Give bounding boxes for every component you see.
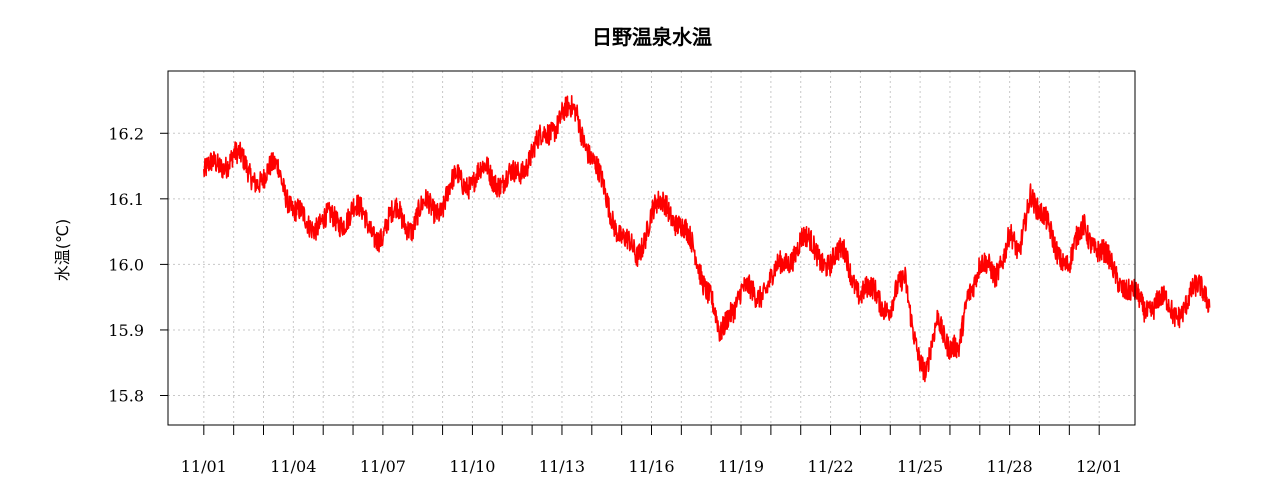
x-tick-label: 11/07 — [360, 457, 406, 476]
x-tick-label: 11/22 — [808, 457, 854, 476]
x-tick-label: 11/13 — [539, 457, 585, 476]
x-tick-label: 11/28 — [987, 457, 1033, 476]
y-tick-label: 16.0 — [108, 255, 144, 274]
y-tick-label: 16.2 — [108, 124, 144, 143]
y-tick-label: 15.9 — [108, 321, 144, 340]
y-axis: 15.8 15.9 16.0 16.1 16.2 — [108, 124, 168, 406]
x-tick-label: 11/01 — [181, 457, 227, 476]
temperature-series-line — [203, 94, 1211, 383]
x-tick-label: 11/10 — [449, 457, 495, 476]
x-tick-label: 12/01 — [1076, 457, 1122, 476]
series-group — [203, 94, 1211, 383]
grid-lines — [168, 71, 1135, 425]
x-tick-label: 11/04 — [270, 457, 316, 476]
x-tick-label: 11/16 — [628, 457, 674, 476]
chart-title: 日野温泉水温 — [592, 25, 712, 49]
x-tick-label: 11/19 — [718, 457, 764, 476]
x-tick-label: 11/25 — [897, 457, 943, 476]
y-axis-label: 水温(℃) — [53, 219, 72, 281]
x-axis: 11/01 11/04 11/07 11/10 11/13 11/16 11/19 11/22… — [181, 425, 1122, 476]
y-tick-label: 16.1 — [108, 190, 144, 209]
y-tick-label: 15.8 — [108, 387, 144, 406]
